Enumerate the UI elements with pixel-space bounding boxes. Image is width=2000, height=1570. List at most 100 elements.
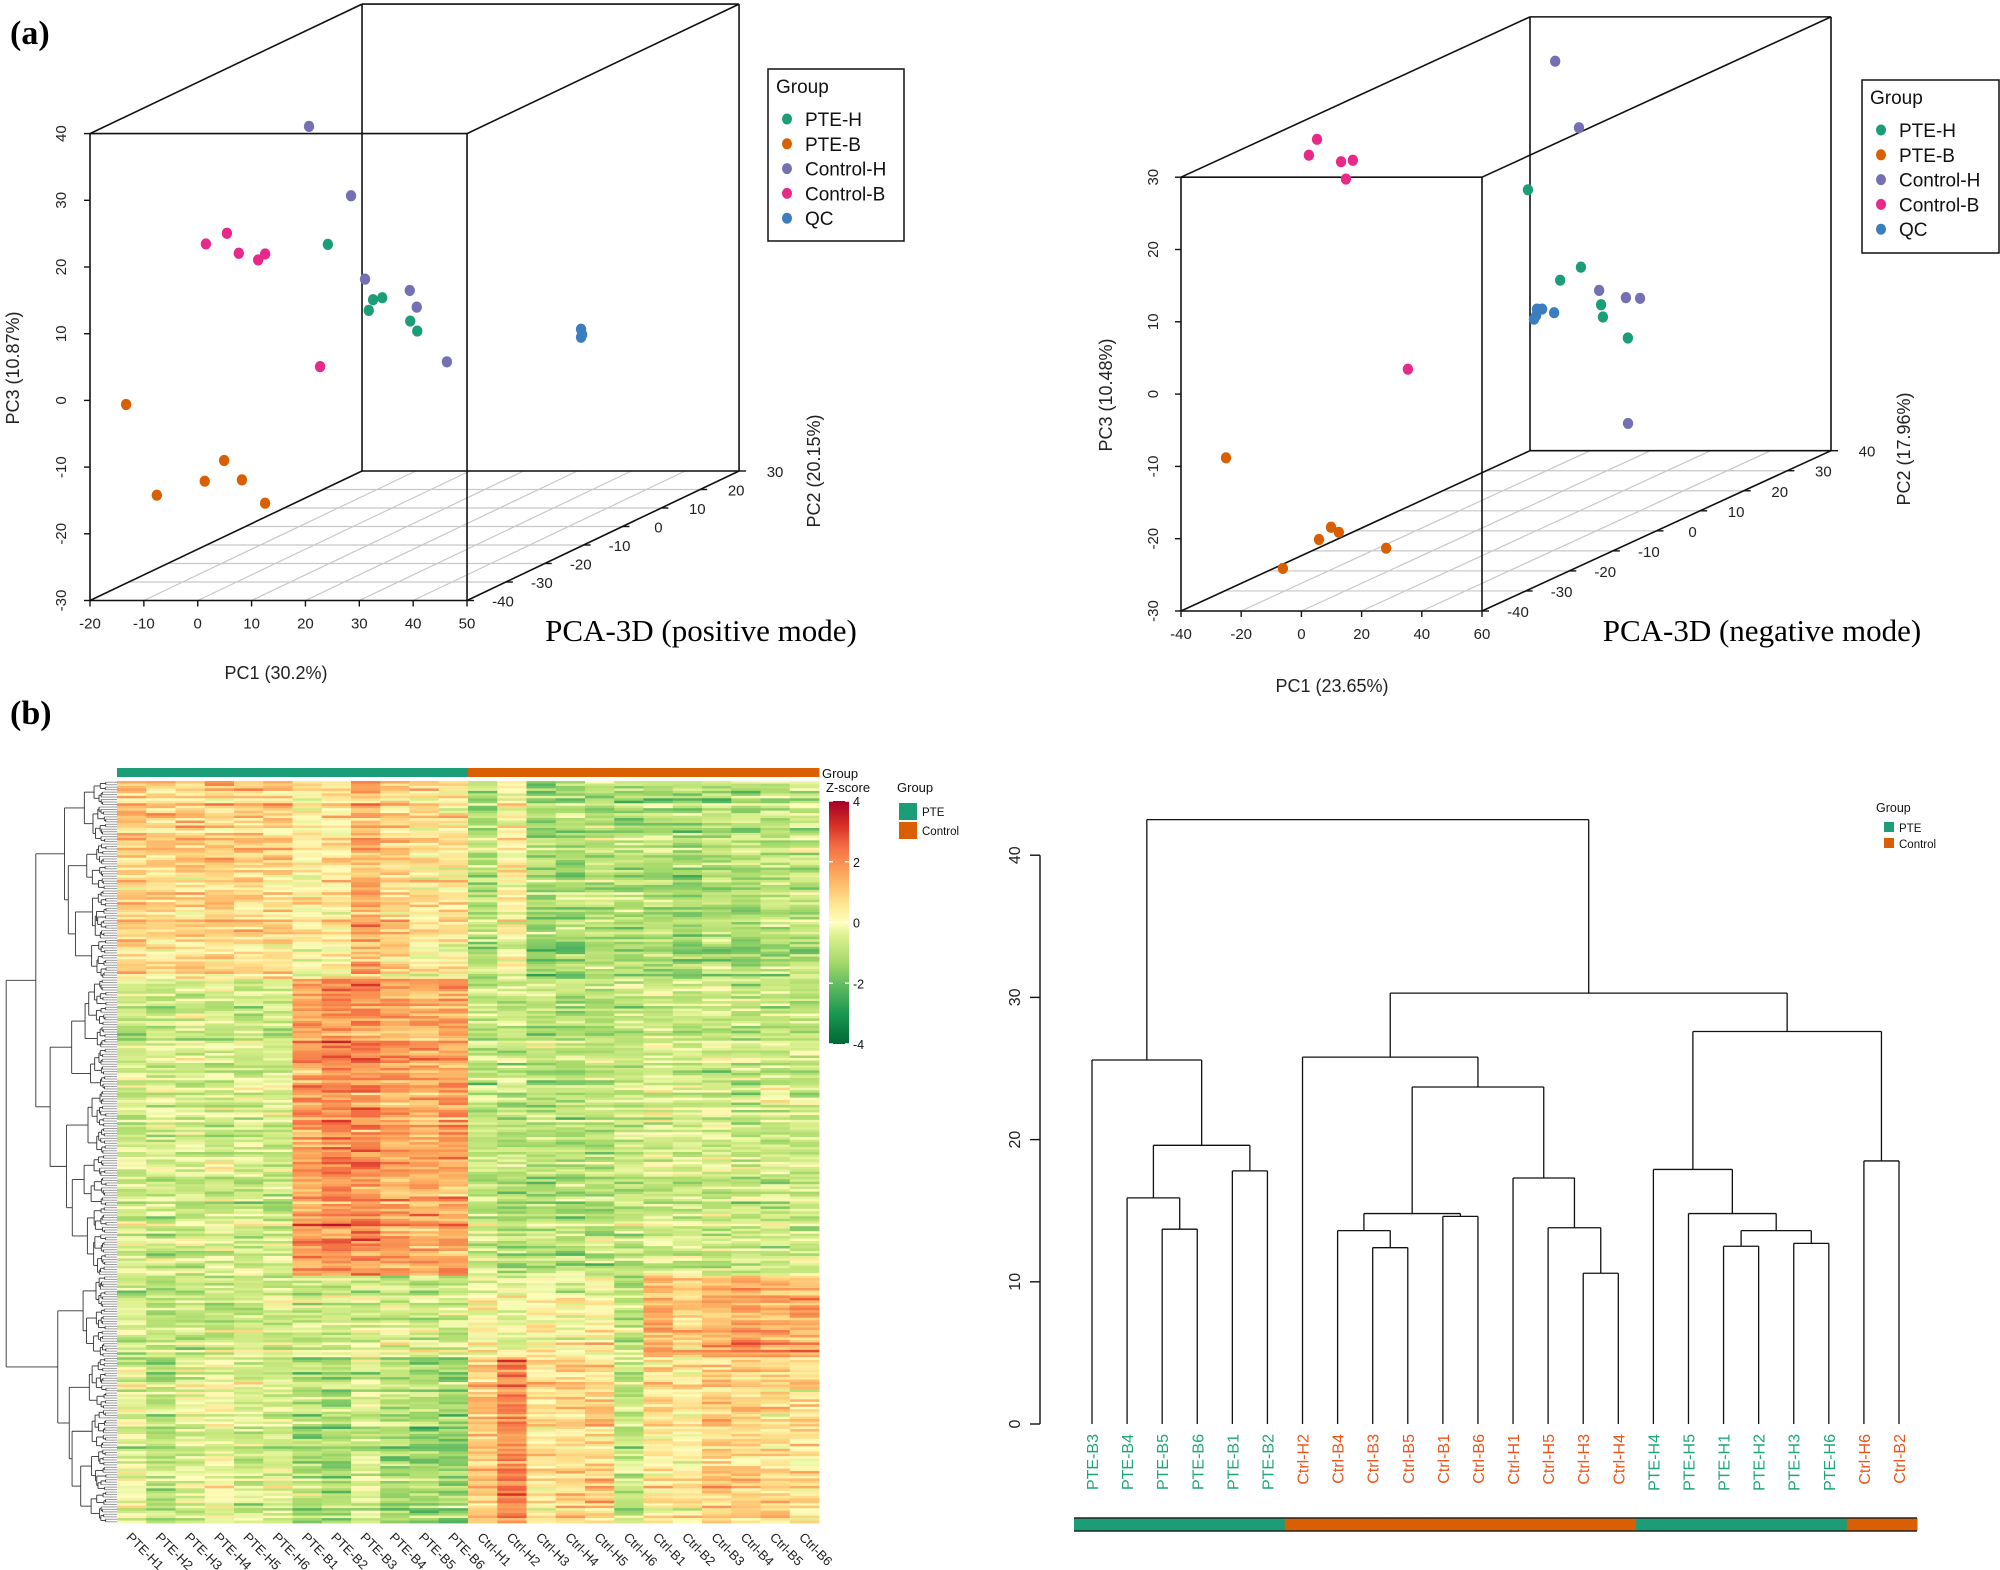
heatmap-cell — [234, 1176, 264, 1180]
heatmap-cell — [585, 1142, 615, 1145]
heatmap-cell — [409, 981, 440, 985]
heatmap-cell — [409, 1107, 440, 1111]
heatmap-cell — [204, 1268, 235, 1272]
pca-positive-title: PCA-3D (positive mode) — [545, 613, 857, 648]
heatmap-cell — [526, 1258, 557, 1262]
heatmap-cell — [321, 1053, 352, 1056]
heatmap-cell — [438, 1159, 469, 1163]
heatmap-cell — [175, 1203, 206, 1207]
heatmap-cell — [292, 973, 323, 977]
heatmap-cell — [468, 879, 498, 883]
heatmap-cell — [468, 944, 498, 948]
heatmap-cell — [585, 1018, 615, 1022]
heatmap-cell — [204, 788, 235, 792]
heatmap-cell — [321, 983, 352, 987]
heatmap-cell — [585, 1045, 615, 1049]
heatmap-cell — [380, 865, 410, 868]
heatmap-cell — [351, 1144, 381, 1148]
heatmap-cell — [614, 835, 644, 839]
heatmap-cell — [497, 877, 527, 881]
heatmap-cell — [497, 899, 527, 903]
heatmap-cell — [117, 1129, 147, 1133]
heatmap-cell — [760, 976, 791, 980]
heatmap-cell — [438, 1072, 469, 1076]
heatmap-cell — [702, 1025, 732, 1029]
heatmap-cell — [175, 1035, 206, 1039]
heatmap-cell — [117, 909, 147, 913]
heatmap-cell — [234, 991, 264, 995]
heatmap-cell — [672, 1109, 703, 1113]
heatmap-cell — [117, 991, 147, 995]
heatmap-cell — [760, 1166, 791, 1170]
heatmap-cell — [468, 1082, 498, 1086]
heatmap-cell — [117, 988, 147, 992]
heatmap-cell — [731, 1221, 761, 1225]
heatmap-cell — [555, 1119, 586, 1123]
heatmap-cell — [731, 1015, 761, 1019]
heatmap-cell — [117, 959, 147, 962]
heatmap-cell — [497, 889, 527, 893]
heatmap-cell — [438, 798, 469, 802]
heatmap-cell — [380, 917, 410, 920]
heatmap-cell — [702, 936, 732, 940]
heatmap-cell — [614, 1166, 644, 1170]
heatmap-cell — [526, 1176, 557, 1180]
heatmap-cell — [175, 1156, 206, 1160]
heatmap-cell — [146, 1033, 176, 1037]
heatmap-cell — [175, 1191, 206, 1195]
heatmap-cell — [555, 862, 586, 866]
heatmap-cell — [321, 1008, 352, 1012]
heatmap-cell — [760, 1176, 791, 1180]
heatmap-cell — [146, 1171, 176, 1175]
heatmap-cell — [731, 1233, 761, 1237]
heatmap-cell — [321, 800, 352, 804]
heatmap-cell — [702, 1008, 732, 1012]
heatmap-cell — [204, 800, 235, 804]
heatmap-cell — [585, 1124, 615, 1128]
heatmap-cell — [321, 902, 352, 906]
heatmap-cell — [731, 870, 761, 873]
heatmap-cell — [731, 1122, 761, 1126]
heatmap-cell — [672, 956, 703, 960]
heatmap-cell — [438, 870, 469, 873]
heatmap-cell — [468, 964, 498, 967]
heatmap-cell — [497, 1243, 527, 1247]
heatmap-cell — [204, 847, 235, 851]
heatmap-cell — [234, 1137, 264, 1141]
heatmap-cell — [614, 934, 644, 938]
heatmap-cell — [234, 1152, 264, 1155]
heatmap-cell — [526, 991, 557, 995]
heatmap-cell — [526, 1181, 557, 1185]
heatmap-cell — [789, 832, 820, 836]
heatmap-cell — [760, 1020, 791, 1024]
heatmap-cell — [497, 835, 527, 839]
heatmap-cell — [702, 884, 732, 888]
heatmap-cell — [614, 1194, 644, 1197]
heatmap-cell — [789, 936, 820, 940]
heatmap-cell — [380, 803, 410, 807]
heatmap-cell — [263, 1015, 293, 1019]
heatmap-cell — [204, 1035, 235, 1039]
heatmap-cell — [702, 1260, 732, 1264]
heatmap-cell — [117, 860, 147, 864]
heatmap-cell — [585, 867, 615, 871]
heatmap-cell — [760, 1241, 791, 1244]
heatmap-cell — [380, 867, 410, 871]
heatmap-cell — [204, 818, 235, 821]
heatmap-cell — [643, 1171, 674, 1175]
heatmap-cell — [175, 1040, 206, 1044]
heatmap-cell — [380, 1253, 410, 1257]
heatmap-cell — [351, 1023, 381, 1027]
heatmap-cell — [789, 956, 820, 960]
heatmap-cell — [614, 1030, 644, 1034]
heatmap-cell — [351, 887, 381, 891]
heatmap-cell — [117, 1070, 147, 1074]
heatmap-cell — [555, 971, 586, 975]
heatmap-cell — [731, 993, 761, 997]
heatmap-cell — [146, 877, 176, 881]
heatmap-cell — [263, 1077, 293, 1081]
heatmap-cell — [585, 820, 615, 824]
heatmap-cell — [438, 847, 469, 851]
heatmap-cell — [789, 1174, 820, 1178]
